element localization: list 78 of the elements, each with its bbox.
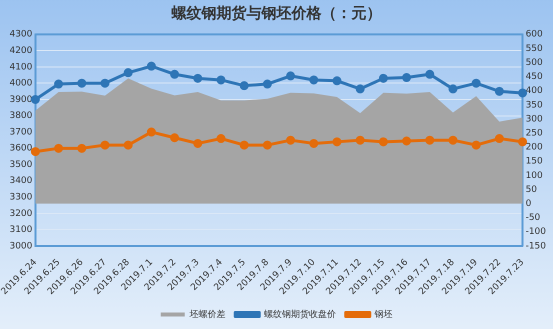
point	[262, 80, 272, 89]
point	[100, 140, 110, 150]
point	[402, 136, 412, 146]
legend-label: 坯螺价差	[188, 308, 226, 320]
point	[448, 84, 458, 94]
legend-label: 螺纹钢期货收盘价	[264, 308, 336, 320]
y2-tick-label: 600	[526, 30, 544, 40]
point	[472, 78, 481, 88]
y2-tick-label: 450	[526, 72, 544, 82]
y-tick-label: 3400	[9, 176, 33, 186]
y-tick-label: 4200	[9, 46, 33, 56]
point	[170, 133, 180, 142]
y-tick-label: 3700	[9, 127, 33, 138]
point	[77, 144, 86, 153]
point	[332, 137, 342, 146]
y-tick-label: 3000	[9, 241, 33, 252]
y2-tick-label: 400	[526, 86, 544, 96]
y2-tick-label: -100	[526, 227, 546, 238]
point	[494, 86, 504, 96]
point	[124, 140, 133, 150]
y2-tick-label: 0	[526, 199, 532, 210]
y2-tick-label: 500	[526, 58, 544, 68]
point	[378, 74, 388, 83]
y2-tick-label: 150	[526, 156, 544, 167]
point	[54, 144, 64, 153]
point	[240, 81, 249, 90]
y-tick-label: 4000	[9, 78, 33, 89]
y-tick-label: 3900	[9, 94, 33, 105]
point	[240, 140, 249, 150]
point	[146, 62, 156, 71]
y2-tick-label: 200	[526, 142, 544, 153]
point	[216, 75, 226, 84]
y-tick-label: 4300	[9, 30, 33, 40]
point	[309, 75, 318, 84]
y-tick-label: 3200	[9, 208, 33, 219]
point	[146, 128, 156, 137]
point	[77, 78, 86, 88]
point	[378, 137, 388, 146]
point	[193, 138, 202, 148]
chart-title: 螺纹钢期货与钢坯价格（：元）	[170, 4, 382, 23]
y-tick-label: 3600	[9, 144, 33, 154]
y2-tick-label: 350	[526, 100, 544, 110]
point	[30, 147, 40, 156]
point	[472, 140, 481, 150]
point	[30, 95, 40, 104]
point	[425, 136, 434, 145]
y2-tick-label: -150	[526, 241, 546, 252]
y2-tick-label: 100	[526, 170, 544, 181]
y-tick-label: 3500	[9, 160, 33, 170]
point	[286, 136, 296, 145]
point	[356, 84, 365, 94]
y2-tick-label: 300	[526, 114, 544, 124]
y-tick-label: 3800	[9, 111, 33, 122]
point	[100, 78, 110, 88]
y-tick-label: 3100	[9, 225, 33, 236]
point	[402, 73, 412, 82]
y-tick-label: 4100	[9, 62, 33, 72]
point	[54, 80, 64, 89]
point	[356, 136, 365, 145]
point	[494, 134, 504, 144]
y2-tick-label: 550	[526, 44, 544, 54]
point	[216, 134, 226, 144]
y2-tick-label: 50	[526, 184, 538, 195]
point	[262, 140, 272, 150]
point	[170, 70, 180, 79]
y-tick-label: 3300	[9, 192, 33, 202]
y2-tick-label: 250	[526, 128, 544, 138]
point	[448, 136, 458, 145]
point	[332, 76, 342, 86]
point	[309, 138, 318, 148]
point	[124, 68, 133, 78]
point	[425, 70, 434, 79]
point	[518, 88, 528, 98]
point	[286, 71, 296, 80]
point	[193, 74, 202, 83]
point	[518, 137, 528, 146]
y2-tick-label: -50	[526, 213, 541, 224]
legend-label: 钢坯	[373, 308, 392, 320]
